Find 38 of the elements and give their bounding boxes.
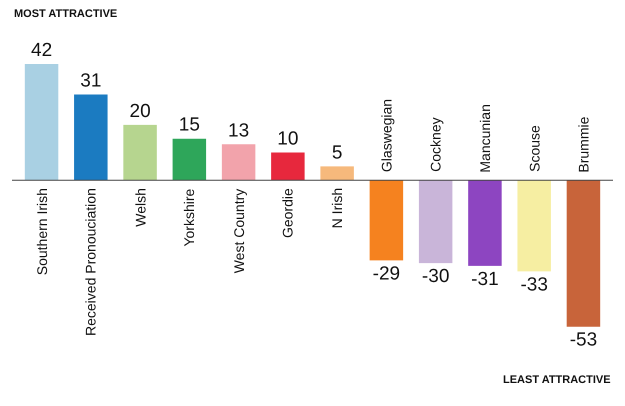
x-tick-label: Received Pronouciation [82,188,99,336]
data-label: 42 [30,40,52,62]
x-tick-label: Scouse [526,124,542,172]
x-tick-label: Yorkshire [181,188,198,247]
text: MOST ATTRACTIVE [14,8,118,20]
data-label: -33 [520,274,548,296]
data-label: -31 [471,268,499,290]
data-label: -53 [570,330,598,351]
bar [418,180,452,264]
bar [123,124,157,180]
data-label: 5 [332,142,342,164]
data-label: -30 [422,266,450,288]
bar [320,166,354,180]
text: LEAST ATTRACTIVE [503,374,611,386]
x-tick-label: N Irish [328,188,345,228]
x-tick-label: Welsh [132,188,148,227]
bar [370,180,404,260]
bar [566,180,600,327]
data-label: 13 [228,120,250,142]
x-tick-label: West Country [230,188,247,274]
data-label: 20 [130,100,151,122]
x-tick-label: Southern Irish [34,188,50,276]
bar [74,94,108,180]
x-tick-label: Brummie [575,116,592,173]
bar [271,152,305,180]
data-label: 31 [80,70,102,92]
data-label: -29 [372,263,400,284]
bar [468,180,502,266]
x-tick-label: Glaswegian [378,98,395,172]
bar [222,144,256,180]
data-label: 10 [277,128,298,150]
bar [517,180,551,272]
bar [24,64,58,180]
bar [172,138,206,180]
data-label: 15 [178,114,200,136]
x-tick-label: Mancunian [477,104,494,173]
x-tick-label: Cockney [427,117,444,172]
x-tick-label: Geordie [280,188,296,238]
